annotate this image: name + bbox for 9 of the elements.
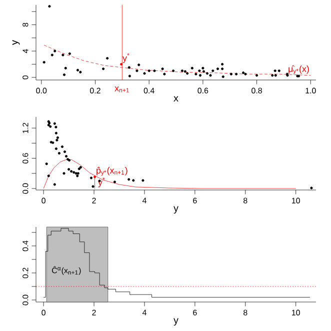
series-label: μ̂$_{y*}$(x) (288, 65, 309, 74)
x-axis-title: x (174, 96, 178, 102)
y-axis-title: y (12, 40, 20, 45)
x-axis-title: y (174, 206, 178, 214)
x-axis-title: y (174, 318, 178, 326)
series-label: p̂$_{y*}$(x$_{n+1}$) (96, 166, 128, 176)
annotation: y$^{*}$ (98, 178, 105, 188)
series-label: y$^{*}$ (122, 53, 130, 64)
ref-line-label: x$_{n+1}$ (114, 86, 129, 92)
